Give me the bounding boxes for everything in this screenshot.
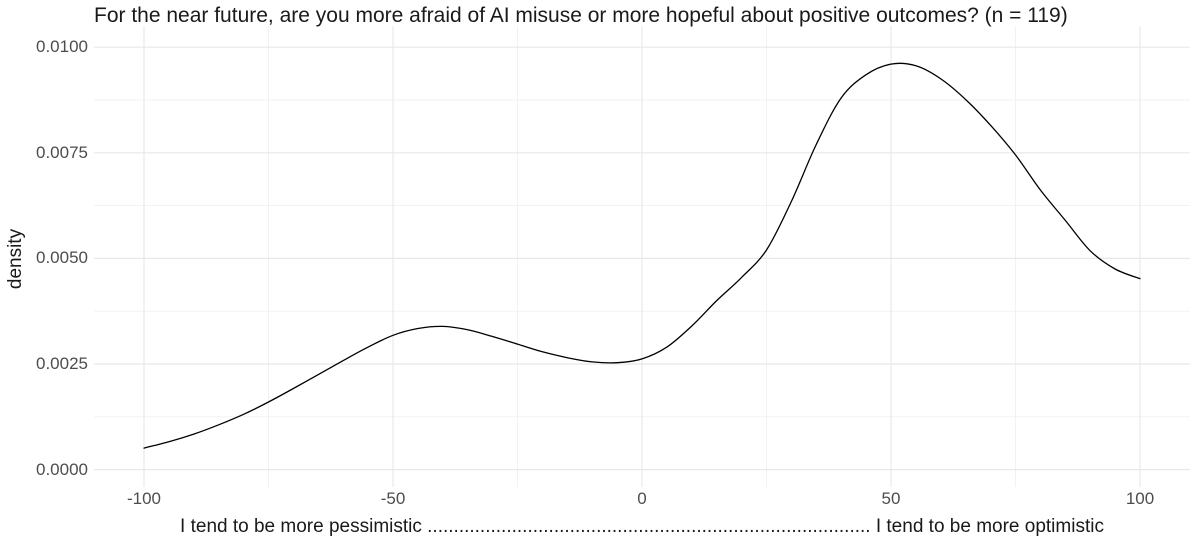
y-tick-label: 0.0100	[36, 37, 88, 57]
x-tick-label: -50	[380, 489, 406, 508]
gridlines-major	[94, 26, 1190, 487]
density-curve	[143, 62, 1141, 449]
y-axis-title: density	[5, 228, 26, 290]
x-tick-label: 50	[881, 489, 901, 508]
y-tick-label: 0.0000	[36, 459, 88, 479]
y-tick-label: 0.0025	[36, 354, 88, 373]
y-tick-label: 0.0075	[36, 142, 88, 162]
x-tick-label: 100	[1125, 489, 1155, 508]
plot-title: For the near future, are you more afraid…	[94, 4, 1068, 27]
x-axis-title: I tend to be more pessimistic ..........…	[180, 516, 1104, 537]
x-tick-label: -100	[126, 489, 162, 508]
x-tick-label: 0	[637, 489, 647, 508]
y-tick-label: 0.0050	[36, 248, 88, 268]
